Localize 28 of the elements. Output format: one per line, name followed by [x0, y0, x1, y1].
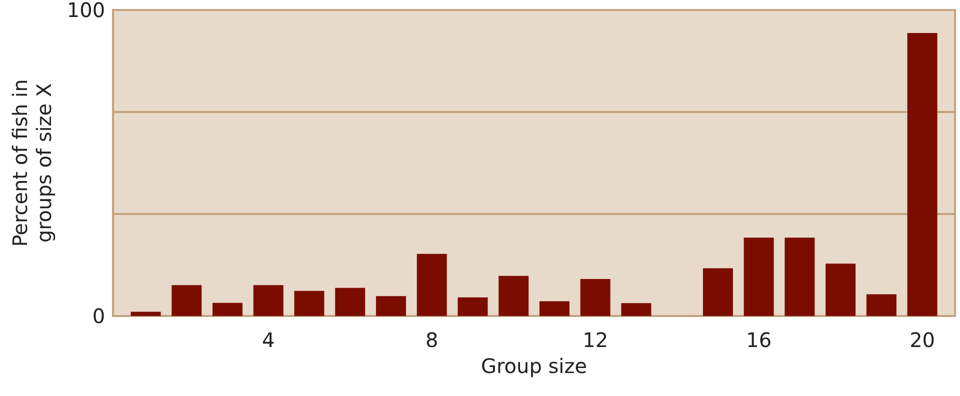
bar	[498, 276, 529, 316]
y-tick-label: 0	[92, 304, 106, 328]
x-tick-label: 20	[910, 328, 936, 352]
x-tick-label: 16	[746, 328, 772, 352]
bar	[784, 238, 815, 316]
x-tick-label: 4	[262, 328, 275, 352]
bar	[458, 297, 488, 316]
bar	[702, 268, 733, 316]
bar	[130, 312, 161, 316]
bar	[866, 294, 896, 316]
x-axis-title: Group size	[481, 354, 588, 378]
bar	[907, 32, 938, 316]
bar	[294, 290, 324, 316]
bar	[621, 303, 652, 316]
x-tick-label: 12	[582, 328, 608, 352]
y-tick-label: 100	[66, 0, 106, 22]
x-tick-label: 8	[425, 328, 438, 352]
bar	[335, 288, 366, 316]
bar	[253, 285, 284, 316]
bar	[376, 296, 406, 316]
bar	[172, 285, 202, 316]
bar	[539, 301, 570, 316]
bar	[212, 302, 243, 316]
bar	[826, 264, 856, 316]
y-axis-title: Percent of fish in groups of size X	[8, 79, 56, 247]
bar	[416, 254, 447, 316]
bar	[580, 278, 610, 316]
bar	[744, 238, 774, 316]
